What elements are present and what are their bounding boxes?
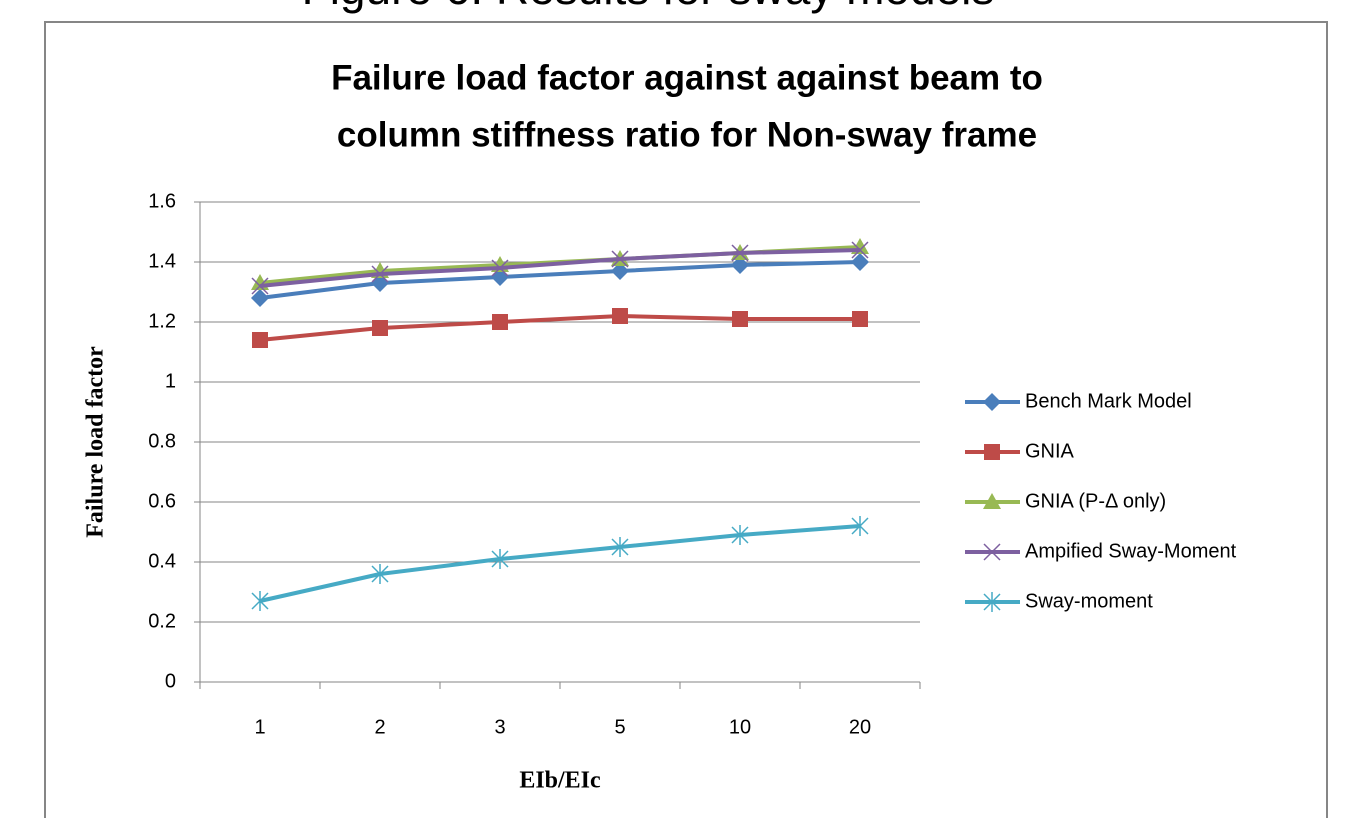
marker	[252, 332, 268, 348]
x-tick-label: 3	[494, 716, 505, 738]
x-tick-label: 2	[374, 716, 385, 738]
y-tick-label: 1	[165, 370, 176, 392]
y-tick-label: 1.2	[148, 310, 176, 332]
marker	[983, 543, 1001, 561]
marker	[492, 314, 508, 330]
marker	[983, 592, 1001, 612]
x-axis-label: EIb/EIc	[519, 768, 601, 794]
marker	[852, 311, 868, 327]
y-axis-label: Failure load factor	[83, 346, 109, 538]
marker	[611, 537, 629, 557]
chart-border	[44, 21, 1328, 818]
marker	[491, 259, 509, 277]
marker	[612, 308, 628, 324]
y-tick-label: 0.4	[148, 550, 176, 572]
legend-label: Sway-moment	[1025, 590, 1153, 612]
chart-title: column stiffness ratio for Non-sway fram…	[337, 115, 1037, 154]
marker	[851, 253, 869, 271]
marker	[851, 241, 869, 259]
series-line	[259, 524, 861, 603]
marker	[611, 250, 629, 268]
series-line	[259, 260, 861, 300]
chart-title: Failure load factor against against beam…	[331, 58, 1043, 97]
series-line	[259, 248, 861, 288]
marker	[731, 525, 749, 545]
marker	[611, 262, 629, 280]
marker	[731, 244, 749, 262]
marker	[984, 444, 1000, 460]
marker	[732, 311, 748, 327]
marker	[851, 516, 869, 536]
y-tick-label: 0.2	[148, 610, 176, 632]
page-heading: Figure 6: Results for sway models	[302, 0, 995, 14]
legend-label: Bench Mark Model	[1025, 390, 1192, 412]
marker	[371, 265, 389, 283]
marker	[983, 493, 1001, 509]
x-tick-label: 20	[849, 716, 871, 738]
x-tick-label: 1	[254, 716, 265, 738]
y-tick-label: 0.8	[148, 430, 176, 452]
legend-label: GNIA	[1025, 440, 1075, 462]
y-tick-label: 1.6	[148, 190, 176, 212]
marker	[251, 289, 269, 307]
series-line	[259, 314, 860, 342]
x-tick-label: 5	[614, 716, 625, 738]
y-tick-label: 0	[165, 670, 176, 692]
marker	[372, 320, 388, 336]
y-tick-label: 0.6	[148, 490, 176, 512]
y-tick-label: 1.4	[148, 250, 176, 272]
marker	[983, 393, 1001, 411]
legend-label: GNIA (P-Δ only)	[1025, 490, 1166, 512]
marker	[251, 591, 269, 611]
legend-label: Ampified Sway-Moment	[1025, 540, 1237, 562]
marker	[251, 277, 269, 295]
marker	[491, 549, 509, 569]
x-tick-label: 10	[729, 716, 751, 738]
marker	[371, 564, 389, 584]
marker	[731, 256, 749, 274]
